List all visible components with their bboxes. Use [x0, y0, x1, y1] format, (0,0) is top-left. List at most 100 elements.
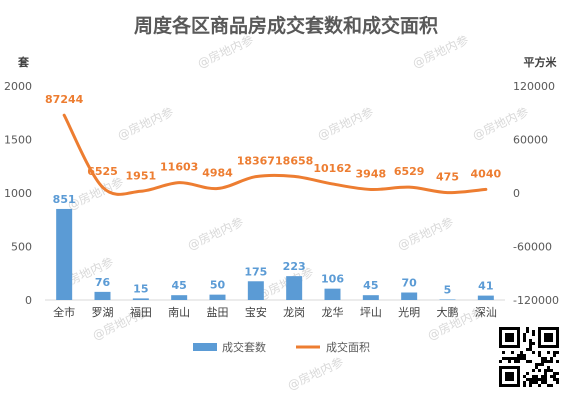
- qr-module: [523, 375, 526, 378]
- qr-module: [535, 375, 538, 378]
- bar: [401, 292, 418, 300]
- legend-bar-swatch: [193, 343, 217, 351]
- category-label: 光明: [398, 305, 420, 319]
- line-data-label: 4984: [202, 167, 233, 180]
- qr-module: [547, 369, 550, 372]
- qr-module: [550, 384, 553, 387]
- qr-module: [529, 348, 532, 351]
- qr-module: [538, 378, 541, 381]
- left-axis-ticks: 0 500 1000 1500 2000: [4, 80, 32, 307]
- qr-module: [511, 351, 514, 354]
- bar: [324, 288, 341, 300]
- qr-module: [544, 378, 547, 381]
- qr-module: [523, 381, 526, 384]
- qr-module: [529, 360, 532, 363]
- qr-module: [517, 360, 520, 363]
- qr-module: [541, 378, 544, 381]
- qr-module: [544, 360, 547, 363]
- right-tick-label: 60000: [513, 134, 548, 147]
- qr-module: [523, 357, 526, 360]
- line-data-label: 1951: [126, 169, 157, 182]
- line-data-label: 6525: [87, 165, 118, 178]
- watermark-text: @房地内参: [115, 104, 176, 143]
- bar-data-label: 45: [172, 279, 187, 292]
- qr-module: [556, 378, 559, 381]
- qr-module: [523, 336, 526, 339]
- qr-module: [550, 369, 553, 372]
- legend-line-label: 成交面积: [326, 340, 370, 354]
- qr-module: [538, 351, 541, 354]
- qr-module: [556, 372, 559, 375]
- line-data-label: 6529: [394, 165, 425, 178]
- qr-module: [541, 360, 544, 363]
- category-label: 南山: [168, 306, 190, 319]
- category-label: 坪山: [360, 306, 382, 319]
- bar-labels: 851 76 15 45 50 175 223 106 45 70 5 41: [53, 193, 494, 297]
- bar: [209, 294, 226, 300]
- qr-module: [526, 378, 529, 381]
- bar: [56, 208, 73, 300]
- category-label: 龙华: [322, 305, 344, 319]
- qr-module: [547, 384, 550, 387]
- bar: [439, 299, 456, 300]
- qr-module: [505, 357, 508, 360]
- qr-module: [553, 378, 556, 381]
- category-label: 深汕: [475, 306, 497, 319]
- qr-module: [541, 357, 544, 360]
- qr-module: [523, 333, 526, 336]
- qr-module: [553, 354, 556, 357]
- legend-bar-label: 成交套数: [222, 340, 266, 354]
- qr-module: [532, 342, 535, 345]
- category-label: 大鹏: [437, 305, 459, 319]
- bar-data-label: 175: [244, 265, 267, 278]
- qr-module: [526, 330, 529, 333]
- bar: [132, 298, 149, 300]
- category-label: 全市: [53, 305, 75, 319]
- bar-series: [56, 208, 494, 300]
- line-data-label: 475: [436, 171, 459, 184]
- qr-module: [523, 384, 526, 387]
- qr-module: [556, 351, 559, 354]
- line-data-label: 4040: [471, 167, 502, 180]
- qr-module: [532, 378, 535, 381]
- qr-module: [553, 372, 556, 375]
- qr-module: [532, 369, 535, 372]
- qr-module: [502, 351, 505, 354]
- qr-module: [538, 354, 541, 357]
- qr-module: [535, 363, 538, 366]
- line-data-label: 10162: [313, 162, 351, 175]
- qr-module: [535, 381, 538, 384]
- qr-module: [529, 339, 532, 342]
- qr-module: [556, 381, 559, 384]
- left-tick-label: 1000: [4, 187, 32, 200]
- category-label: 盐田: [207, 306, 229, 319]
- qr-module: [550, 375, 553, 378]
- watermark-text: @房地内参: [195, 32, 256, 71]
- qr-module: [544, 375, 547, 378]
- qr-module: [544, 357, 547, 360]
- left-tick-label: 2000: [4, 80, 32, 93]
- qr-module: [514, 360, 517, 363]
- bar-data-label: 76: [95, 276, 111, 289]
- left-tick-label: 500: [11, 241, 32, 254]
- qr-module: [526, 360, 529, 363]
- category-label: 龙岗: [283, 306, 305, 319]
- bar-data-label: 70: [402, 277, 418, 290]
- qr-module: [553, 375, 556, 378]
- bar-data-label: 50: [210, 279, 226, 292]
- line-data-label: 18658: [275, 154, 313, 167]
- qr-module: [529, 342, 532, 345]
- qr-module: [508, 360, 511, 363]
- qr-module: [547, 351, 550, 354]
- qr-module: [538, 369, 541, 372]
- line-data-label: 3948: [356, 167, 387, 180]
- category-label: 罗湖: [92, 306, 114, 319]
- line-data-label: 87244: [45, 93, 84, 106]
- right-tick-label: 120000: [513, 80, 555, 93]
- bar-data-label: 851: [53, 193, 76, 206]
- qr-module: [520, 357, 523, 360]
- qr-module: [520, 351, 523, 354]
- watermark-text: @房地内参: [395, 214, 456, 253]
- bar-data-label: 106: [321, 273, 344, 286]
